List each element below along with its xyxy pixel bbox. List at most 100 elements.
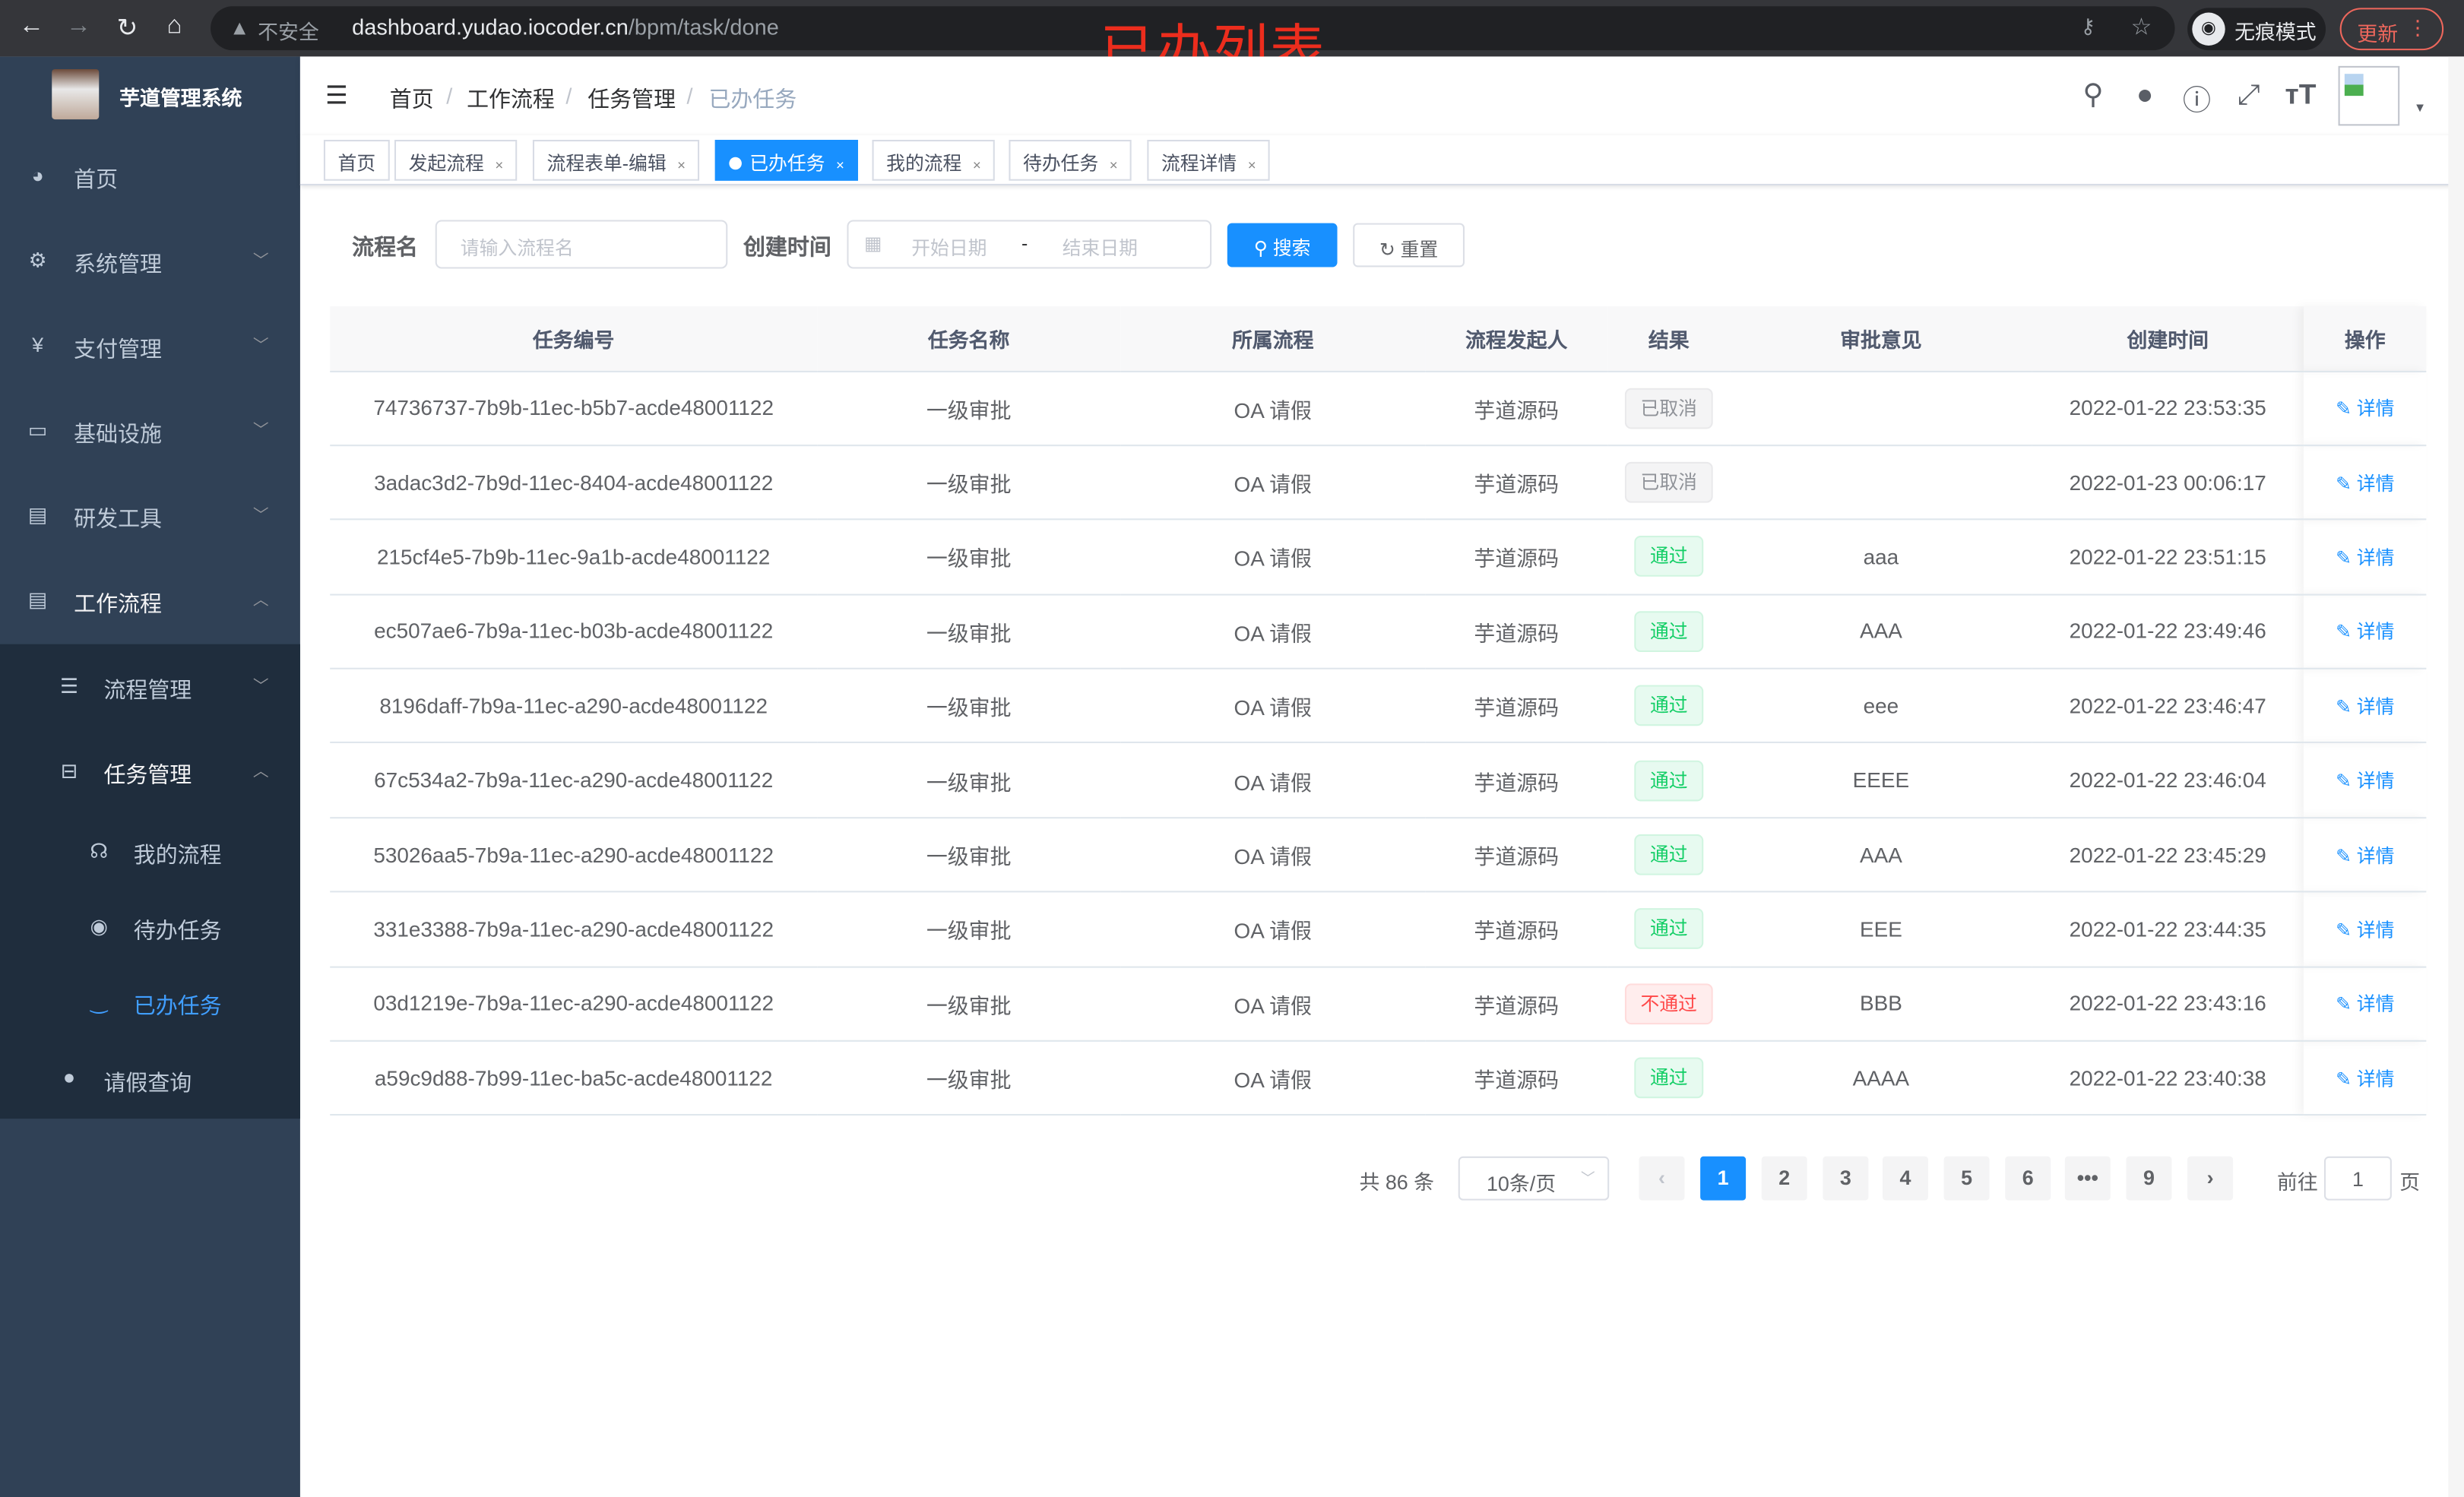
breadcrumb-item[interactable]: 工作流程 — [467, 86, 555, 112]
task-id-cell: 331e3388-7b9a-11ec-a290-acde48001122 — [330, 891, 818, 967]
comment-cell — [1730, 370, 2032, 446]
detail-button[interactable]: ✎ 详情 — [2336, 621, 2394, 643]
tag-done-task[interactable]: 已办任务 × — [714, 140, 859, 181]
date-range-picker[interactable]: ▦ 开始日期 - 结束日期 — [847, 220, 1212, 269]
detail-button[interactable]: ✎ 详情 — [2336, 919, 2394, 941]
close-icon[interactable]: × — [835, 157, 844, 173]
avatar[interactable] — [2338, 65, 2400, 126]
detail-button[interactable]: ✎ 详情 — [2336, 770, 2394, 792]
address-bar[interactable]: ▲ 不安全 dashboard.yudao.iocoder.cn/bpm/tas… — [211, 6, 2175, 51]
process-cell: OA 请假 — [1120, 593, 1426, 669]
close-icon[interactable]: × — [1247, 157, 1256, 173]
scrollbar[interactable] — [2448, 56, 2464, 1497]
search-button[interactable]: ⚲ 搜索 — [1227, 223, 1338, 267]
start-date-input[interactable]: 开始日期 — [911, 237, 987, 260]
column-header-process: 所属流程 — [1120, 306, 1426, 372]
process-name-input[interactable]: 请输入流程名 — [435, 220, 728, 269]
sidebar-item-process-manage[interactable]: ☰ 流程管理 ﹀ — [0, 646, 300, 731]
update-button[interactable]: 更新 ⋮ — [2339, 8, 2444, 51]
detail-button[interactable]: ✎ 详情 — [2336, 993, 2394, 1015]
close-icon[interactable]: × — [1109, 157, 1118, 173]
search-icon: ⚲ — [1253, 237, 1273, 260]
tag-todo-task[interactable]: 待办任务 × — [1009, 140, 1132, 181]
github-icon[interactable]: ● — [2136, 78, 2154, 110]
toolbox-icon: ▤ — [27, 587, 48, 612]
close-icon[interactable]: × — [677, 157, 686, 173]
detail-button[interactable]: ✎ 详情 — [2336, 546, 2394, 568]
incognito-icon: ◉ — [2192, 12, 2225, 46]
detail-button[interactable]: ✎ 详情 — [2336, 1068, 2394, 1090]
incognito-badge[interactable]: ◉ 无痕模式 — [2187, 8, 2326, 51]
chevron-down-icon: ﹀ — [252, 252, 269, 271]
edit-icon: ✎ — [2336, 621, 2357, 644]
detail-button[interactable]: ✎ 详情 — [2336, 695, 2394, 717]
table-row: 3adac3d2-7b9d-11ec-8404-acde48001122 一级审批… — [330, 445, 2427, 521]
sidebar-item-task-manage[interactable]: ⊟ 任务管理 ︿ — [0, 730, 300, 815]
sidebar-item-home[interactable]: ◕ 首页 — [0, 135, 300, 220]
font-size-icon[interactable]: тT — [2285, 78, 2317, 110]
edit-icon: ✎ — [2336, 695, 2357, 718]
fullscreen-icon[interactable]: ⤢ — [2237, 78, 2260, 110]
url-path: /bpm/task/done — [628, 14, 779, 40]
goto-page-input[interactable]: 1 — [2323, 1156, 2392, 1201]
prev-page-button[interactable]: ‹ — [1639, 1156, 1685, 1201]
forward-icon[interactable]: → — [65, 12, 91, 40]
page-button[interactable]: 1 — [1700, 1156, 1747, 1201]
incognito-label: 无痕模式 — [2234, 20, 2317, 44]
hamburger-icon[interactable]: ☰ — [325, 83, 348, 110]
sidebar-item-label: 待办任务 — [133, 917, 222, 943]
close-icon[interactable]: × — [972, 157, 981, 173]
sidebar-item-label: 我的流程 — [133, 842, 222, 868]
breadcrumb-item[interactable]: 首页 — [389, 86, 434, 112]
end-date-input[interactable]: 结束日期 — [1062, 237, 1138, 260]
page-button[interactable]: 6 — [2005, 1156, 2051, 1201]
reset-button[interactable]: ↻ 重置 — [1353, 223, 1465, 267]
page-button[interactable]: 4 — [1882, 1156, 1928, 1201]
create-time-cell: 2022-01-22 23:53:35 — [2032, 370, 2304, 446]
sidebar-item-done[interactable]: ‿ 已办任务 — [0, 965, 300, 1040]
breadcrumb-item[interactable]: 任务管理 — [587, 86, 676, 112]
detail-button[interactable]: ✎ 详情 — [2336, 844, 2394, 866]
back-icon[interactable]: ← — [18, 12, 44, 40]
comment-cell: AAA — [1730, 817, 2032, 893]
sidebar-item-my-process[interactable]: ☊ 我的流程 — [0, 814, 300, 889]
reset-button-label: 重置 — [1400, 239, 1439, 261]
task-name-cell: 一级审批 — [817, 519, 1121, 595]
key-icon[interactable]: ⚷ — [2080, 14, 2096, 38]
tag-process-detail[interactable]: 流程详情 × — [1147, 140, 1271, 181]
column-header-task-id: 任务编号 — [330, 306, 818, 372]
tag-home[interactable]: 首页 — [323, 140, 390, 181]
help-icon[interactable]: ⓘ — [2182, 84, 2212, 117]
next-page-button[interactable]: › — [2187, 1156, 2234, 1201]
action-cell: ✎ 详情 — [2304, 891, 2427, 967]
sidebar-item-pay[interactable]: ¥ 支付管理 ﹀ — [0, 305, 300, 390]
sidebar-item-todo[interactable]: ◉ 待办任务 — [0, 889, 300, 964]
reload-icon[interactable]: ↻ — [116, 15, 138, 43]
page-button[interactable]: 5 — [1943, 1156, 1990, 1201]
sidebar-item-tool[interactable]: ▤ 研发工具 ﹀ — [0, 474, 300, 559]
edit-icon: ✎ — [2336, 397, 2357, 420]
detail-button[interactable]: ✎ 详情 — [2336, 472, 2394, 494]
tag-label: 待办任务 — [1023, 152, 1099, 175]
sidebar-item-system[interactable]: ⚙ 系统管理 ﹀ — [0, 220, 300, 305]
sidebar-item-workflow[interactable]: ▤ 工作流程 ︿ — [0, 559, 300, 644]
home-icon[interactable]: ⌂ — [166, 12, 182, 40]
page-size-select[interactable]: 10条/页 ﹀ — [1458, 1156, 1610, 1201]
task-id-cell: ec507ae6-7b9a-11ec-b03b-acde48001122 — [330, 593, 818, 669]
page-ellipsis[interactable]: ••• — [2064, 1156, 2111, 1201]
page-button[interactable]: 9 — [2126, 1156, 2172, 1201]
sidebar-item-leave[interactable]: ● 请假查询 — [0, 1040, 300, 1119]
page-button[interactable]: 2 — [1761, 1156, 1807, 1201]
starter-cell: 芋道源码 — [1425, 966, 1608, 1042]
sidebar-item-infra[interactable]: ▭ 基础设施 ﹀ — [0, 390, 300, 475]
input-placeholder: 请输入流程名 — [460, 237, 574, 260]
tag-form-edit[interactable]: 流程表单-编辑 × — [532, 140, 700, 181]
page-button[interactable]: 3 — [1823, 1156, 1869, 1201]
star-icon[interactable]: ☆ — [2130, 14, 2152, 41]
caret-down-icon[interactable]: ▼ — [2413, 100, 2427, 115]
tag-my-process[interactable]: 我的流程 × — [872, 140, 996, 181]
close-icon[interactable]: × — [495, 157, 504, 173]
tag-start-process[interactable]: 发起流程 × — [394, 140, 518, 181]
search-icon[interactable]: ⚲ — [2082, 78, 2104, 110]
detail-button[interactable]: ✎ 详情 — [2336, 397, 2394, 419]
